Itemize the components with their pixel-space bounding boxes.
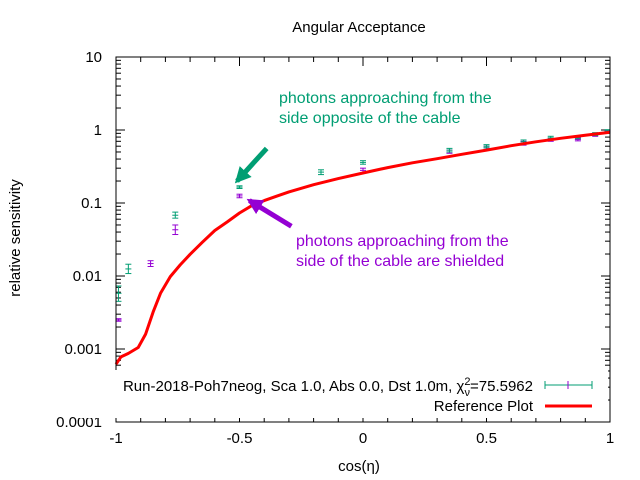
annotation-arrow	[246, 198, 293, 229]
plot-frame	[115, 56, 611, 423]
data-point-errorbar	[147, 260, 154, 267]
y-tick-label: 1	[94, 122, 102, 139]
data-point-errorbar	[360, 160, 366, 165]
x-tick-label: 1	[606, 430, 614, 447]
legend: Run-2018-Poh7neog, Sca 1.0, Abs 0.0, Dst…	[76, 370, 608, 418]
axis-ticks: -1 -0.5 0 0.5 1 0.0001 0.001 0.01 0.1 1 10	[56, 49, 614, 447]
data-point-errorbar	[172, 211, 179, 219]
legend-entry-label-tail: =75.5962	[470, 378, 533, 395]
data-point-errorbar	[172, 224, 179, 236]
x-tick-label: 0	[359, 430, 367, 447]
y-tick-label: 0.0001	[56, 414, 102, 431]
legend-background	[76, 370, 608, 418]
y-axis-label: relative sensitivity	[7, 179, 24, 297]
x-axis-label: cos(η)	[338, 458, 380, 475]
annotation-text-line: side of the cable are shielded	[296, 253, 504, 270]
annotations: photons approaching from the side opposit…	[234, 90, 509, 270]
data-point-errorbar	[483, 144, 490, 149]
data-point-errorbar	[125, 263, 132, 275]
annotation-arrow	[234, 146, 269, 184]
legend-entry-label-sup: 2	[464, 376, 470, 388]
annotation-text-line: photons approaching from the	[279, 90, 492, 107]
y-tick-label: 0.001	[64, 341, 102, 358]
data-point-errorbar	[236, 193, 243, 199]
legend-reference-label: Reference Plot	[434, 398, 534, 415]
chart-title: Angular Acceptance	[292, 19, 425, 36]
y-axis-label-group: relative sensitivity	[7, 179, 24, 297]
x-tick-label: -1	[109, 430, 122, 447]
legend-entry-label-sub: ν	[465, 387, 471, 399]
data-point-errorbar	[318, 169, 325, 176]
legend-sample-errorbar	[544, 381, 593, 389]
x-tick-label: 0.5	[476, 430, 497, 447]
data-point-errorbar	[236, 185, 243, 189]
x-tick-label: -0.5	[227, 430, 253, 447]
y-tick-label: 0.1	[81, 195, 102, 212]
y-tick-label: 0.01	[73, 268, 102, 285]
y-tick-label: 10	[85, 49, 102, 66]
legend-entry-label: Run-2018-Poh7neog, Sca 1.0, Abs 0.0, Dst…	[123, 376, 533, 399]
legend-entry-label-main: Run-2018-Poh7neog, Sca 1.0, Abs 0.0, Dst…	[123, 378, 465, 395]
annotation-text-line: photons approaching from the	[296, 233, 509, 250]
data-point-errorbar	[446, 147, 453, 153]
annotation-text-line: side opposite of the cable	[279, 110, 461, 127]
